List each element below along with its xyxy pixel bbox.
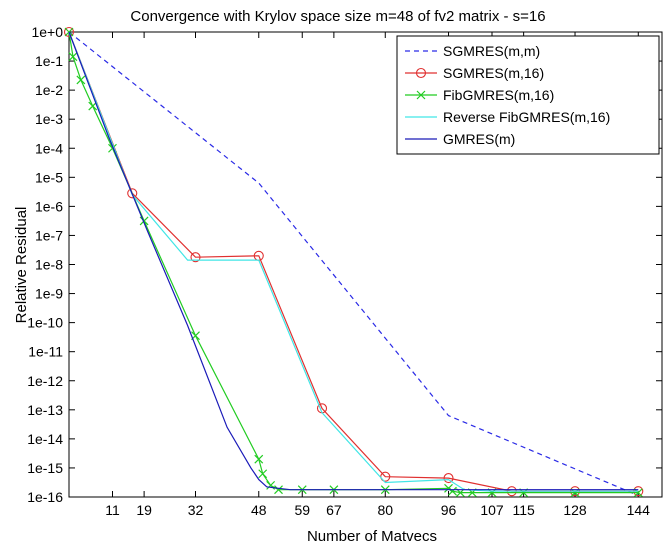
y-tick-label: 1e-13 [27,402,63,418]
series-gmres-m- [68,31,639,491]
y-tick-label: 1e-8 [35,257,63,273]
y-tick-label: 1e+0 [31,24,63,40]
legend-label: SGMRES(m,16) [443,65,544,81]
data-point [274,485,283,495]
y-tick-label: 1e-5 [35,169,63,185]
data-point [190,252,201,263]
y-tick-label: 1e-16 [27,489,63,505]
data-point [127,188,138,199]
series-layer [63,26,644,498]
y-tick-label: 1e-6 [35,198,63,214]
y-tick-label: 1e-3 [35,111,63,127]
legend-label: SGMRES(m,m) [443,43,540,59]
y-axis-label: Relative Residual [13,207,30,324]
y-tick-label: 1e-14 [27,431,63,447]
data-point [448,486,457,496]
data-point [444,483,453,493]
legend-entry: Reverse FibGMRES(m,16) [405,109,610,125]
x-tick-label: 144 [627,502,651,518]
data-point [416,90,426,100]
data-point [76,75,86,85]
y-tick-label: 1e-11 [28,344,63,360]
legend-entry: GMRES(m) [405,131,515,147]
data-point [415,67,427,79]
legend-entry: FibGMRES(m,16) [405,87,554,103]
y-tick-label: 1e-15 [27,460,63,476]
x-tick-label: 107 [480,502,504,518]
x-tick-label: 115 [512,502,535,518]
x-axis: 11 19 32 48 59 67 80 96 107 115 128 144 [105,32,650,518]
chart-title: Convergence with Krylov space size m=48 … [130,8,545,25]
legend-box [396,35,660,155]
y-tick-label: 1e-10 [27,315,63,331]
x-tick-label: 59 [294,502,310,518]
series-line [68,31,639,497]
x-tick-label: 128 [563,502,587,518]
y-tick-label: 1e-12 [27,373,63,389]
x-tick-label: 19 [136,502,152,518]
legend-entry: SGMRES(m,m) [405,43,540,59]
x-tick-label: 11 [105,502,120,518]
data-point [63,26,75,38]
data-point [254,454,264,464]
legend-entry: SGMRES(m,16) [405,65,544,81]
x-tick-label: 67 [326,502,342,518]
legend: SGMRES(m,m) SGMRES(m,16) FibGMRES(m,16) Rev… [396,35,660,155]
legend-label: FibGMRES(m,16) [443,87,554,103]
series-sgmres-m-m- [68,31,639,497]
y-tick-label: 1e-2 [35,82,63,98]
series-line [68,31,639,491]
y-tick-label: 1e-7 [35,227,63,243]
x-tick-label: 48 [251,502,267,518]
series-reverse-fibgmres-m-16- [68,31,639,492]
x-axis-label: Number of Matvecs [307,528,437,545]
y-axis: 1e+0 1e-1 1e-2 1e-3 1e-4 1e-5 1e-6 1e-7 1e-8 1e-9… [27,24,662,505]
data-point [443,473,454,484]
legend-label: GMRES(m) [443,131,515,147]
data-point [258,469,268,479]
x-tick-label: 32 [188,502,204,518]
data-point [68,52,78,62]
data-point [139,216,149,226]
legend-label: Reverse FibGMRES(m,16) [443,109,610,125]
series-line [68,31,639,492]
y-tick-label: 1e-9 [35,286,63,302]
y-tick-label: 1e-4 [35,140,63,156]
x-tick-label: 80 [377,502,393,518]
y-tick-label: 1e-1 [35,53,63,69]
x-tick-label: 96 [441,502,457,518]
